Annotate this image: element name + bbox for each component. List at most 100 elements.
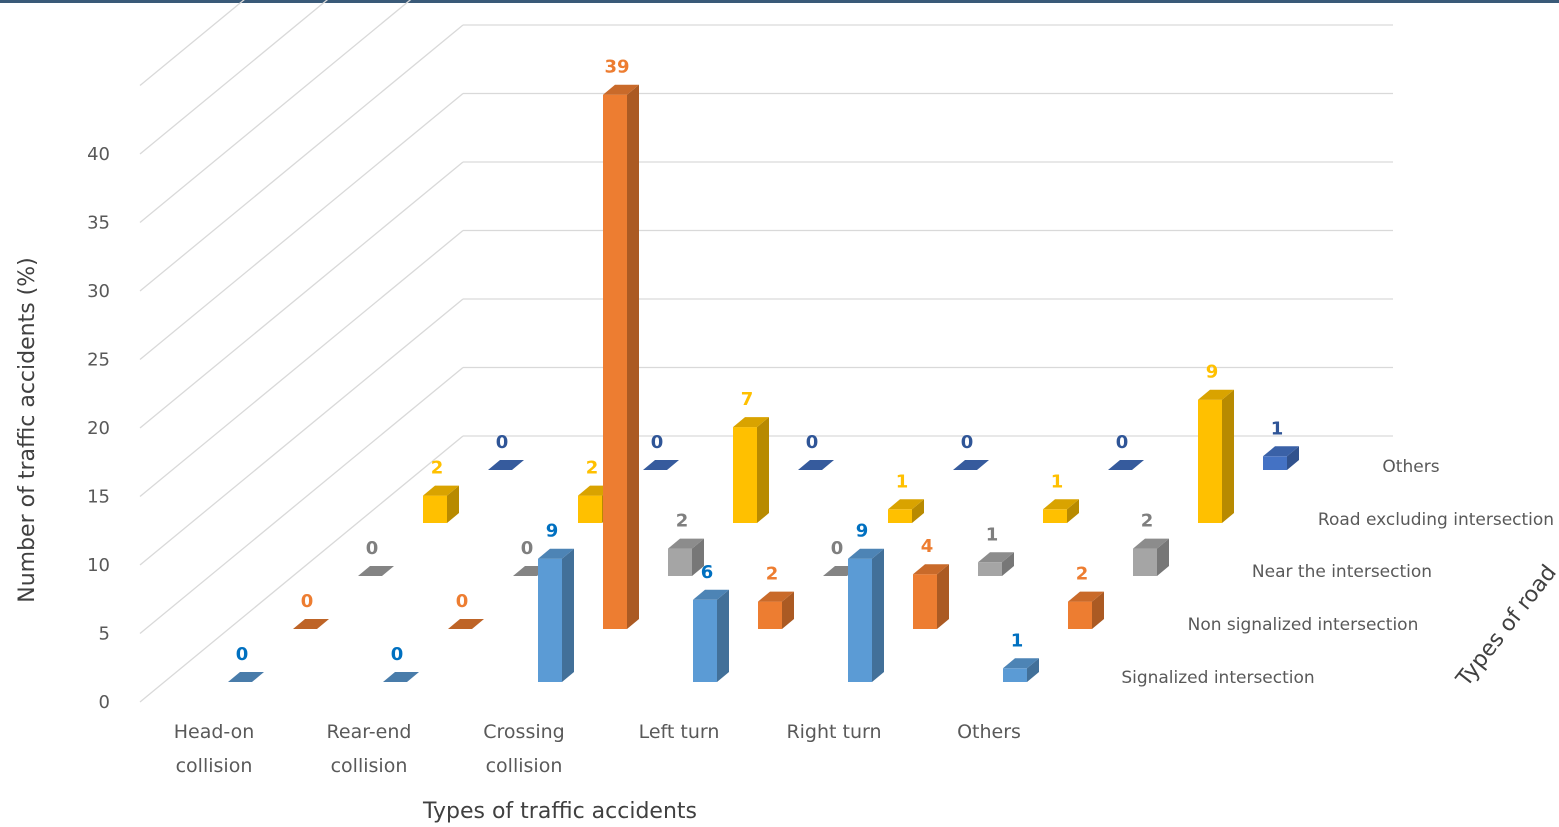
bar-side	[1067, 499, 1079, 523]
bar-side	[717, 589, 729, 682]
gridline-side	[139, 92, 464, 361]
bar-side	[1157, 538, 1169, 576]
bar-side	[1092, 591, 1104, 629]
bar-side	[872, 548, 884, 682]
data-label: 0	[521, 538, 534, 559]
y-axis-title: Number of traffic accidents (%)	[15, 257, 40, 602]
bar-front	[538, 558, 562, 682]
y-tick-label: 20	[87, 418, 110, 439]
bar-top	[538, 548, 574, 559]
bar-front	[733, 427, 757, 523]
bar	[1003, 658, 1039, 682]
bar-top	[383, 672, 419, 682]
data-label: 1	[986, 524, 999, 545]
x-category-label: Crossing collision	[483, 721, 564, 777]
bar-side	[447, 485, 459, 523]
gridline-side	[139, 161, 464, 429]
bar	[448, 619, 484, 629]
data-label: 0	[961, 432, 974, 453]
x-axis-categories: Head-on collision Rear-end collision Crossin…	[174, 721, 1021, 777]
depth-axis-series-labels: Signalized intersection Non signalized in…	[1121, 457, 1554, 688]
data-label: 1	[1271, 418, 1284, 439]
bar-front	[1263, 456, 1287, 470]
y-tick-label: 35	[87, 213, 110, 234]
bar-side	[1287, 446, 1299, 470]
bar	[888, 499, 924, 523]
bar	[758, 591, 794, 629]
data-label: 7	[741, 389, 754, 410]
bar	[798, 460, 834, 470]
bar-top	[668, 538, 704, 549]
bar-front	[603, 94, 627, 629]
series-label: Signalized intersection	[1121, 668, 1314, 688]
bar-top	[643, 460, 679, 470]
bar-side	[1222, 389, 1234, 523]
bar	[1263, 446, 1299, 470]
bar	[733, 417, 769, 523]
bar-side	[1027, 658, 1039, 682]
data-label: 2	[586, 458, 599, 479]
bar-top	[293, 619, 329, 629]
data-label: 0	[391, 644, 404, 665]
bar-side	[782, 591, 794, 629]
bar-front	[1068, 601, 1092, 629]
bar	[978, 552, 1014, 576]
data-label: 1	[1011, 630, 1024, 651]
bar	[1198, 389, 1234, 523]
bar-top	[603, 84, 639, 95]
series-label: Non signalized intersection	[1188, 615, 1419, 635]
series-label: Near the intersection	[1252, 562, 1432, 582]
bar-top	[488, 460, 524, 470]
bar	[538, 548, 574, 682]
bar	[693, 589, 729, 682]
bar-top	[358, 566, 394, 576]
y-axis-ticks: 0 5 10 15 20 25 30 35 40	[87, 144, 110, 713]
bar-top	[448, 619, 484, 629]
bar-top	[1068, 591, 1104, 602]
x-axis-title: Types of traffic accidents	[422, 799, 697, 824]
gridline-side	[139, 366, 464, 635]
x-category-label: Left turn	[639, 721, 720, 743]
series-label: Road excluding intersection	[1318, 510, 1554, 530]
bar	[668, 538, 704, 576]
data-label: 0	[1116, 432, 1129, 453]
data-label: 39	[604, 57, 629, 78]
bar	[383, 672, 419, 682]
y-tick-label: 30	[87, 281, 110, 302]
bar-front	[978, 562, 1002, 576]
data-label: 0	[831, 538, 844, 559]
bar-side	[1002, 552, 1014, 576]
bar-top	[423, 485, 459, 496]
x-category-label: Others	[957, 721, 1021, 743]
bar-top	[1108, 460, 1144, 470]
data-label: 2	[676, 511, 689, 532]
bar-side	[562, 548, 574, 682]
bars	[228, 84, 1299, 682]
gridline-side	[139, 229, 464, 498]
depth-axis-title: Types of road	[1451, 561, 1559, 693]
bar	[643, 460, 679, 470]
bar-front	[693, 599, 717, 682]
bar-front	[423, 495, 447, 523]
bar	[1133, 538, 1169, 576]
bar-top	[228, 672, 264, 682]
bar	[1068, 591, 1104, 629]
y-tick-label: 10	[87, 555, 110, 576]
data-label: 4	[921, 536, 934, 557]
bar-front	[668, 548, 692, 576]
bar-top	[1003, 658, 1039, 669]
data-label: 2	[1076, 564, 1089, 585]
bar-front	[888, 509, 912, 523]
data-label: 0	[651, 432, 664, 453]
bar-top	[1198, 389, 1234, 400]
data-label: 0	[806, 432, 819, 453]
bar-top	[1133, 538, 1169, 549]
bar-front	[848, 558, 872, 682]
bar-front	[1198, 399, 1222, 523]
series-label: Others	[1382, 457, 1439, 477]
y-tick-label: 25	[87, 350, 110, 371]
gridline-side	[139, 0, 329, 155]
bar-top	[758, 591, 794, 602]
